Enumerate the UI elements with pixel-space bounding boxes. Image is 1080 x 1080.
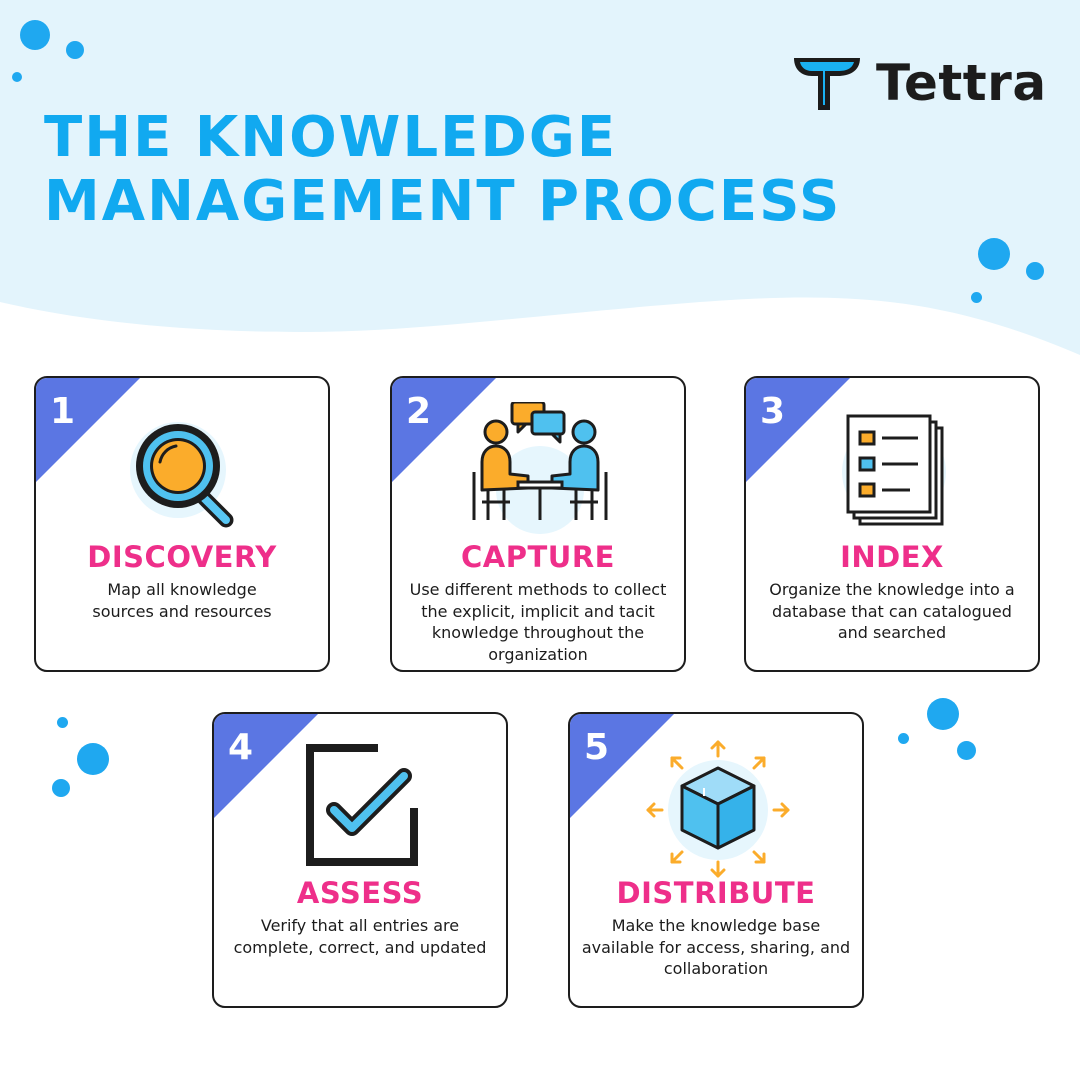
step-title: CAPTURE	[461, 540, 615, 574]
decorative-dot	[20, 20, 50, 50]
title-line-2: MANAGEMENT PROCESS	[44, 169, 842, 234]
step-number-badge	[214, 714, 318, 818]
step-number-badge	[746, 378, 850, 482]
step-number: 1	[50, 391, 76, 432]
decorative-dot	[898, 733, 909, 744]
decorative-dot	[12, 72, 22, 82]
step-description: Organize the knowledge into a database t…	[769, 580, 1015, 642]
decorative-dot	[57, 717, 68, 728]
step-number: 5	[584, 727, 610, 768]
checkbox-icon	[306, 744, 418, 866]
step-title: DISCOVERY	[87, 540, 277, 574]
step-title: ASSESS	[296, 876, 424, 910]
decorative-dot	[978, 238, 1010, 270]
step-title: INDEX	[840, 540, 944, 574]
step-card-index: 3 INDEX Organize the knowledge into a da…	[744, 376, 1040, 672]
step-number-badge	[392, 378, 496, 482]
step-description: Verify that all entries are complete, co…	[233, 916, 487, 957]
step-card-discovery: 1 DISCOVERY Map all knowledge sources an…	[34, 376, 330, 672]
tettra-logo-icon	[794, 58, 860, 110]
magnifying-glass-icon	[130, 422, 234, 528]
step-title: DISTRIBUTE	[616, 876, 816, 910]
step-description: Use different methods to collect the exp…	[409, 580, 667, 664]
decorative-dot	[77, 743, 109, 775]
decorative-dot	[971, 292, 982, 303]
brand-name: Tettra	[876, 54, 1047, 112]
step-number: 4	[228, 727, 254, 768]
decorative-dot	[927, 698, 959, 730]
page-title: THE KNOWLEDGE MANAGEMENT PROCESS	[44, 106, 841, 234]
step-card-capture: 2 CAPTURE Use different methods to colle…	[390, 376, 686, 672]
tettra-logo: Tettra	[790, 52, 1047, 114]
decorative-dot	[957, 741, 976, 760]
step-card-distribute: 5 DISTRIBUTE Make the knowledge base ava…	[568, 712, 864, 1008]
background-wave	[0, 0, 1080, 355]
step-number-badge	[570, 714, 674, 818]
step-card-assess: 4 ASSESS Verify that all entries are com…	[212, 712, 508, 1008]
step-number: 3	[760, 391, 786, 432]
step-number-badge	[36, 378, 140, 482]
decorative-dot	[52, 779, 70, 797]
step-number: 2	[406, 391, 432, 432]
document-list-icon	[842, 414, 946, 526]
title-line-1: THE KNOWLEDGE	[44, 105, 618, 170]
step-description: Make the knowledge base available for ac…	[581, 916, 851, 978]
step-description: Map all knowledge sources and resources	[92, 580, 272, 621]
decorative-dot	[66, 41, 84, 59]
decorative-dot	[1026, 262, 1044, 280]
people-conversation-icon	[472, 402, 608, 534]
box-arrows-icon	[646, 740, 790, 878]
